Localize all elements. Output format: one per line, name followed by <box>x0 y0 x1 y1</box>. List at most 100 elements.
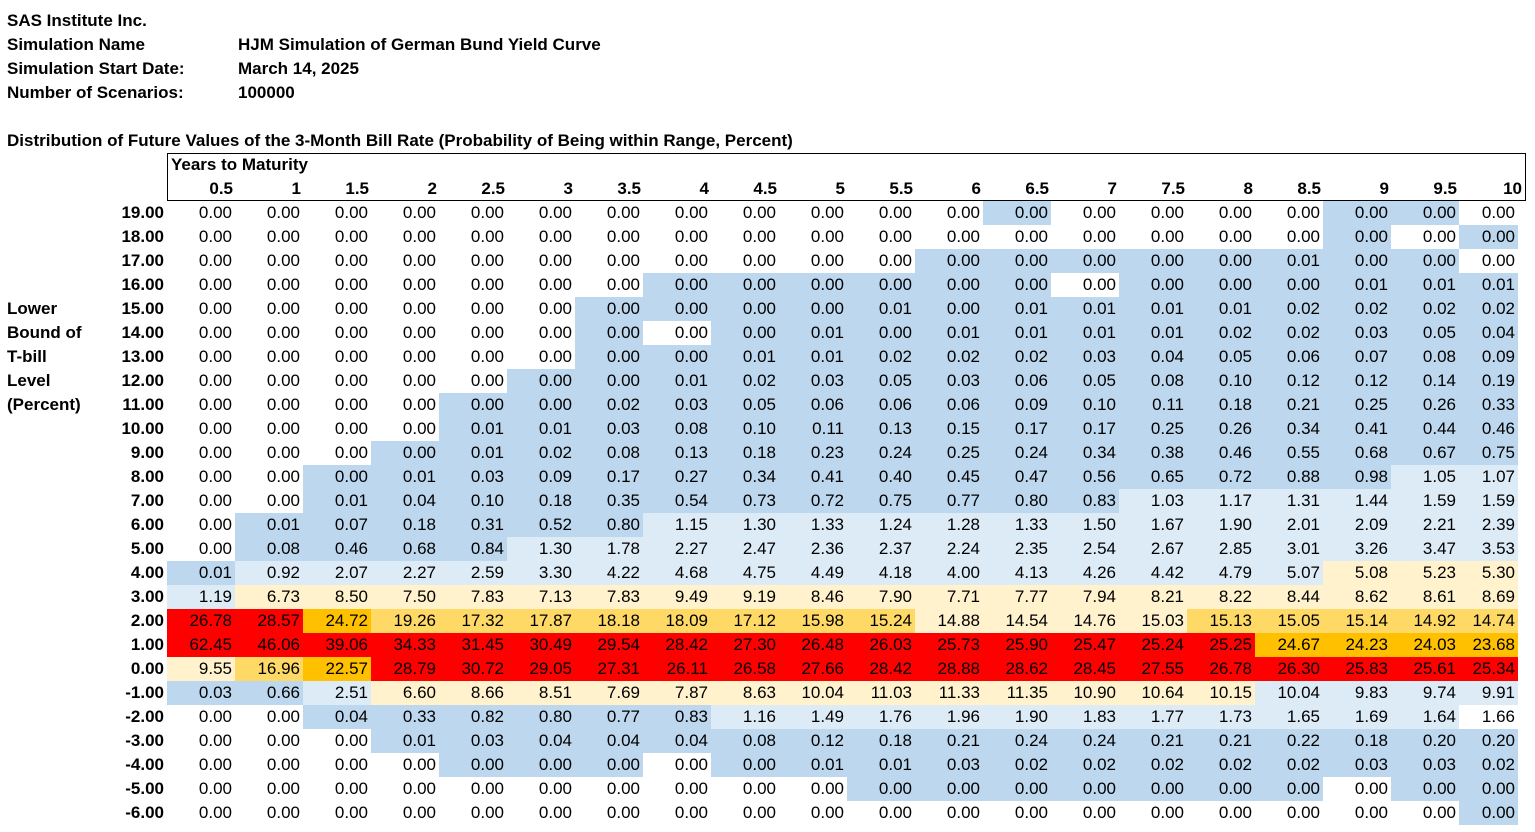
column-header: 0.5 <box>209 179 233 198</box>
table-cell: 0.00 <box>1051 225 1119 249</box>
table-cell: 0.00 <box>1187 201 1255 225</box>
table-cell: 0.00 <box>915 249 983 273</box>
table-cell: 5.30 <box>1459 561 1518 585</box>
table-title: Distribution of Future Values of the 3-M… <box>7 131 793 150</box>
table-cell: 0.88 <box>1255 465 1323 489</box>
row-label: 1.00 <box>130 635 164 654</box>
table-cell: 0.03 <box>575 417 643 441</box>
table-cell: 0.04 <box>507 729 575 753</box>
table-cell: 39.06 <box>303 633 371 657</box>
table-cell: 0.03 <box>643 393 711 417</box>
column-header: 2 <box>427 179 437 198</box>
table-cell: 0.01 <box>1459 273 1518 297</box>
table-cell: 0.54 <box>643 489 711 513</box>
table-cell: 3.53 <box>1459 537 1518 561</box>
table-cell: 15.98 <box>779 609 847 633</box>
table-cell: 15.14 <box>1323 609 1391 633</box>
table-cell: 7.71 <box>915 585 983 609</box>
table-cell: 0.02 <box>1255 321 1323 345</box>
table-cell: 0.00 <box>711 321 779 345</box>
table-cell: 30.49 <box>507 633 575 657</box>
table-cell: 34.33 <box>371 633 439 657</box>
table-cell: 8.51 <box>507 681 575 705</box>
table-cell: 16.96 <box>235 657 303 681</box>
table-cell: 0.00 <box>371 249 439 273</box>
table-cell: 0.06 <box>915 393 983 417</box>
table-cell: 0.02 <box>983 753 1051 777</box>
table-cell: 0.45 <box>915 465 983 489</box>
table-cell: 0.46 <box>1187 441 1255 465</box>
table-cell: 28.62 <box>983 657 1051 681</box>
table-cell: 0.02 <box>1051 753 1119 777</box>
table-cell: 2.07 <box>303 561 371 585</box>
column-header: 7 <box>1107 179 1117 198</box>
table-cell: 0.00 <box>1391 225 1459 249</box>
table-cell: 24.03 <box>1391 633 1459 657</box>
table-cell: 0.92 <box>235 561 303 585</box>
table-cell: 0.00 <box>575 201 643 225</box>
table-cell: 11.03 <box>847 681 915 705</box>
column-header: 8 <box>1243 179 1253 198</box>
table-cell: 0.18 <box>847 729 915 753</box>
table-cell: 0.00 <box>371 393 439 417</box>
table-cell: 0.00 <box>167 513 235 537</box>
table-cell: 0.00 <box>167 753 235 777</box>
table-cell: 0.00 <box>1051 273 1119 297</box>
row-label: 2.00 <box>130 611 164 630</box>
table-cell: 0.31 <box>439 513 507 537</box>
table-cell: 1.66 <box>1459 705 1518 729</box>
table-cell: 9.49 <box>643 585 711 609</box>
table-cell: 0.00 <box>711 225 779 249</box>
table-cell: 0.00 <box>711 777 779 801</box>
table-cell: 0.66 <box>235 681 303 705</box>
row-axis-label-line: Lower <box>7 299 58 318</box>
table-cell: 0.00 <box>1459 777 1518 801</box>
row-label: 17.00 <box>121 251 164 270</box>
table-cell: 0.00 <box>235 201 303 225</box>
table-cell: 0.12 <box>1323 369 1391 393</box>
table-cell: 18.09 <box>643 609 711 633</box>
table-cell: 0.00 <box>507 345 575 369</box>
table-cell: 0.09 <box>983 393 1051 417</box>
table-cell: 25.25 <box>1187 633 1255 657</box>
table-cell: 0.27 <box>643 465 711 489</box>
table-cell: 0.03 <box>1051 345 1119 369</box>
row-label: 4.00 <box>130 563 164 582</box>
row-label: 5.00 <box>130 539 164 558</box>
table-cell: 25.90 <box>983 633 1051 657</box>
table-cell: 0.00 <box>915 225 983 249</box>
table-cell: 8.61 <box>1391 585 1459 609</box>
table-cell: 1.59 <box>1459 489 1518 513</box>
table-cell: 1.49 <box>779 705 847 729</box>
table-cell: 0.00 <box>915 297 983 321</box>
table-cell: 1.90 <box>1187 513 1255 537</box>
table-cell: 0.73 <box>711 489 779 513</box>
table-cell: 0.03 <box>1391 753 1459 777</box>
table-cell: 0.00 <box>371 225 439 249</box>
scenarios-value: 100000 <box>238 83 295 102</box>
table-cell: 0.03 <box>439 465 507 489</box>
table-cell: 26.58 <box>711 657 779 681</box>
table-cell: 1.33 <box>779 513 847 537</box>
table-cell: 0.04 <box>303 705 371 729</box>
table-cell: 0.00 <box>643 273 711 297</box>
table-cell: 0.77 <box>575 705 643 729</box>
table-cell: 0.00 <box>915 273 983 297</box>
table-cell: 0.83 <box>643 705 711 729</box>
table-cell: 0.00 <box>371 777 439 801</box>
table-cell: 0.00 <box>1255 801 1323 825</box>
table-cell: 0.05 <box>847 369 915 393</box>
table-cell: 0.68 <box>1323 441 1391 465</box>
table-cell: 7.69 <box>575 681 643 705</box>
table-cell: 0.08 <box>643 417 711 441</box>
table-cell: 0.00 <box>711 201 779 225</box>
table-cell: 4.00 <box>915 561 983 585</box>
table-cell: 0.00 <box>235 369 303 393</box>
table-cell: 0.00 <box>235 489 303 513</box>
table-cell: 0.00 <box>507 249 575 273</box>
table-cell: 0.00 <box>847 801 915 825</box>
table-cell: 0.01 <box>1187 297 1255 321</box>
row-label: -3.00 <box>125 731 164 750</box>
table-cell: 0.02 <box>847 345 915 369</box>
table-cell: 0.00 <box>167 705 235 729</box>
